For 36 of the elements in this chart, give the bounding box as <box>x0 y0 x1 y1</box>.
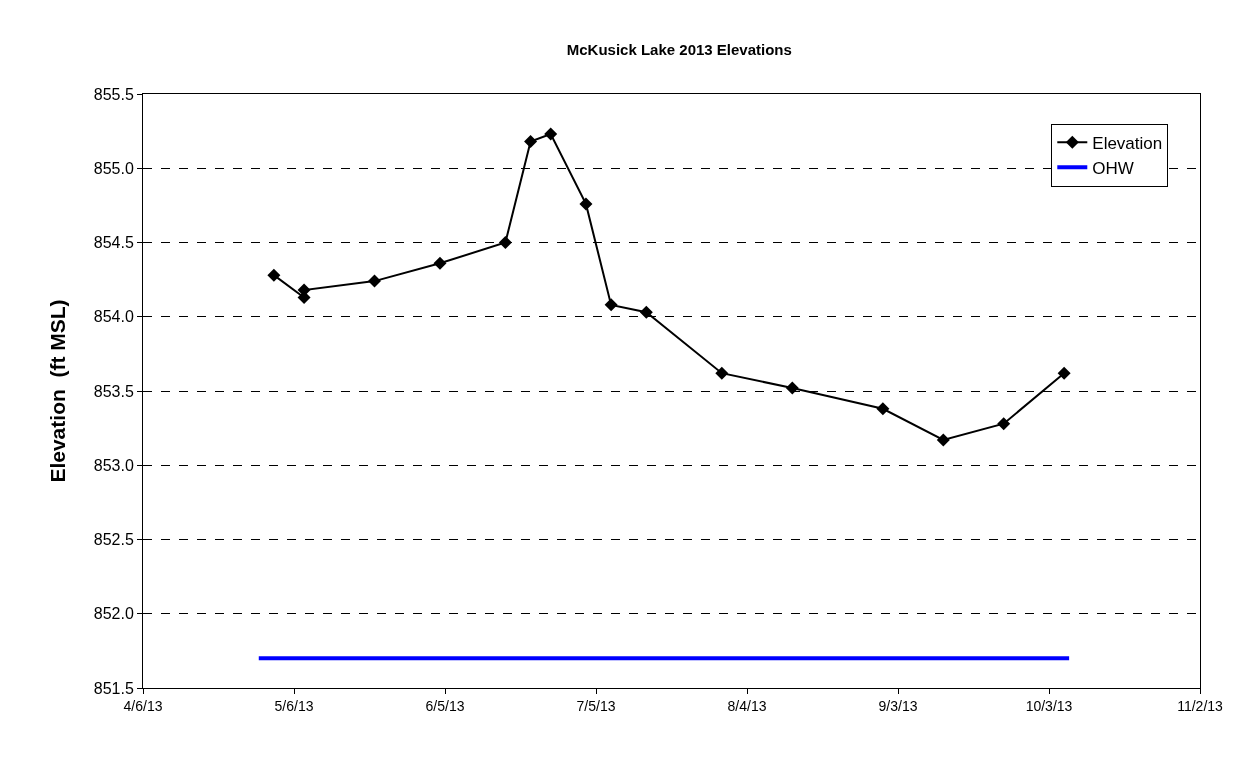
point <box>785 381 799 395</box>
point <box>579 197 593 211</box>
x-tick-label: 11/2/13 <box>1177 697 1224 714</box>
point <box>498 236 512 249</box>
point <box>876 402 890 416</box>
point <box>524 135 538 149</box>
y-tick-label: 852.0 <box>93 605 134 623</box>
y-tick-label: 855.0 <box>93 159 134 177</box>
point <box>936 433 950 447</box>
y-tick-label: 853.0 <box>93 456 134 474</box>
x-tick-label: 6/5/13 <box>425 697 465 714</box>
y-tick-label: 854.0 <box>93 308 134 326</box>
point <box>604 298 618 312</box>
y-axis-title: Elevation (ft MSL) <box>45 299 69 483</box>
legend-label: Elevation <box>1092 133 1163 153</box>
x-tick-label: 9/3/13 <box>878 697 918 714</box>
point <box>1057 366 1071 380</box>
point <box>267 268 281 282</box>
y-tick-label: 851.5 <box>93 679 134 697</box>
x-tick-label: 10/3/13 <box>1025 697 1073 714</box>
y-tick-label: 853.5 <box>93 382 134 400</box>
point <box>639 305 653 319</box>
y-tick-label: 854.5 <box>93 234 134 252</box>
x-tick-label: 7/5/13 <box>576 697 616 714</box>
x-tick-label: 4/6/13 <box>123 697 163 714</box>
point <box>715 366 729 380</box>
point <box>544 127 558 141</box>
point <box>368 274 382 288</box>
x-tick-label: 8/4/13 <box>727 697 767 714</box>
chart-title: McKusick Lake 2013 Elevations <box>566 40 792 58</box>
legend-label: OHW <box>1092 158 1134 178</box>
point <box>433 256 447 270</box>
y-tick-label: 855.5 <box>93 85 134 103</box>
point <box>997 417 1011 431</box>
x-tick-label: 5/6/13 <box>274 697 314 714</box>
y-tick-label: 852.5 <box>93 531 134 549</box>
